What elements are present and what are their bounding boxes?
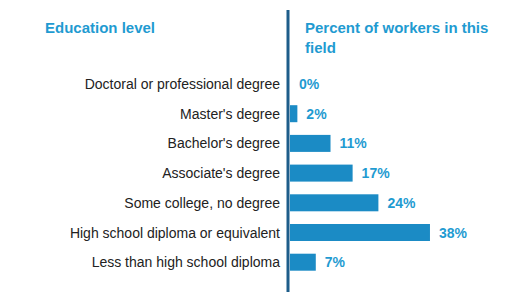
data-label: 11% bbox=[340, 135, 368, 151]
bar bbox=[290, 254, 316, 271]
bar bbox=[290, 76, 291, 93]
category-label: High school diploma or equivalent bbox=[70, 225, 280, 241]
category-label: Less than high school diploma bbox=[92, 254, 281, 270]
x-axis-title: Percent of workers in thisfield bbox=[305, 19, 488, 56]
chart-container: Education level Percent of workers in thi… bbox=[0, 0, 525, 303]
bar bbox=[290, 135, 331, 152]
axis-line bbox=[287, 10, 290, 292]
data-label: 24% bbox=[387, 195, 416, 211]
bar bbox=[290, 224, 430, 241]
bars bbox=[290, 105, 430, 271]
bar bbox=[290, 165, 353, 182]
category-label: Bachelor's degree bbox=[168, 135, 281, 151]
chart-svg: Education level Percent of workers in thi… bbox=[0, 0, 525, 303]
category-label: Master's degree bbox=[180, 106, 280, 122]
y-axis-title: Education level bbox=[45, 19, 155, 36]
bar bbox=[290, 105, 297, 122]
data-label: 0% bbox=[299, 76, 320, 92]
category-label: Doctoral or professional degree bbox=[85, 76, 281, 92]
data-label: 7% bbox=[325, 254, 346, 270]
data-label: 38% bbox=[439, 225, 468, 241]
data-label: 17% bbox=[362, 165, 391, 181]
bar bbox=[290, 194, 378, 211]
data-label: 2% bbox=[306, 106, 327, 122]
category-label: Associate's degree bbox=[162, 165, 280, 181]
category-label: Some college, no degree bbox=[124, 195, 280, 211]
